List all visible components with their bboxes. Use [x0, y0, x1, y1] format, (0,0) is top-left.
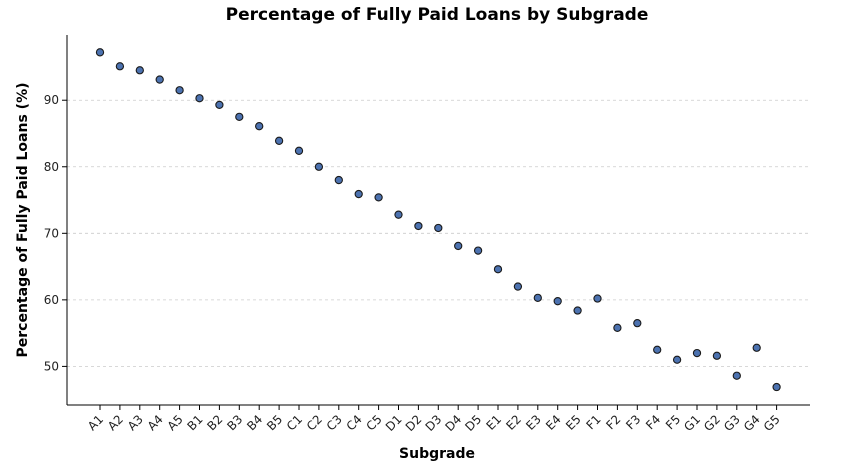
data-point — [633, 318, 642, 328]
x-tick-label: F4 — [643, 412, 663, 432]
x-tick-label: E2 — [503, 412, 524, 433]
x-tick-label: A4 — [145, 412, 166, 433]
data-points — [95, 48, 781, 392]
data-point — [274, 136, 284, 145]
x-tick-label: D1 — [383, 412, 405, 434]
data-point — [175, 86, 184, 95]
data-point — [473, 246, 483, 255]
data-point — [493, 265, 503, 274]
chart-title: Percentage of Fully Paid Loans by Subgra… — [226, 5, 649, 25]
data-point — [255, 122, 264, 131]
x-tick-label: G1 — [681, 412, 703, 434]
y-tick-label: 70 — [44, 226, 59, 240]
y-tick-label: 90 — [44, 93, 59, 107]
x-tick-label: E4 — [543, 412, 564, 433]
x-tick-label: G5 — [761, 412, 783, 434]
data-point — [414, 221, 423, 231]
data-point — [692, 348, 702, 358]
data-point — [135, 66, 144, 75]
data-point — [672, 355, 682, 364]
data-point — [573, 306, 582, 315]
data-point — [772, 382, 781, 392]
x-tick-label: A5 — [165, 412, 186, 433]
data-point — [732, 371, 741, 380]
x-tick-label: D5 — [462, 412, 484, 434]
data-point — [235, 112, 244, 122]
x-tick-label: C2 — [304, 412, 325, 433]
data-point — [593, 294, 602, 303]
x-tick-label: C3 — [324, 412, 345, 433]
x-tick-label: C1 — [284, 412, 305, 433]
x-tick-label: F3 — [623, 412, 643, 432]
data-point — [454, 241, 463, 251]
data-point — [533, 293, 542, 303]
data-point — [334, 175, 343, 185]
data-point — [215, 100, 224, 110]
y-tick-label: 80 — [44, 160, 59, 174]
x-tick-label: A2 — [105, 412, 126, 433]
data-point — [354, 189, 363, 199]
y-tick-label: 50 — [44, 359, 59, 373]
y-tick-label: 60 — [44, 293, 59, 307]
x-tick-label: C4 — [344, 412, 365, 433]
grid-lines — [67, 99, 810, 367]
x-tick-label: E5 — [563, 412, 584, 433]
data-point — [374, 193, 383, 202]
x-tick-label: B3 — [224, 412, 245, 433]
x-tick-label: E1 — [483, 412, 504, 433]
data-point — [752, 343, 761, 352]
x-tick-label: B1 — [184, 412, 205, 433]
x-tick-label: B4 — [244, 412, 265, 433]
x-tick-label: A1 — [85, 412, 106, 433]
data-point — [95, 48, 105, 57]
data-point — [434, 223, 443, 233]
data-point — [653, 345, 662, 354]
x-tick-label: F5 — [663, 412, 683, 432]
x-tick-label: B2 — [204, 412, 225, 433]
x-tick-label: G2 — [701, 412, 723, 434]
x-axis-label: Subgrade — [399, 446, 475, 462]
y-axis-label: Percentage of Fully Paid Loans (%) — [15, 83, 31, 358]
x-tick-label: D4 — [442, 412, 464, 434]
x-tick-label: C5 — [363, 412, 384, 433]
x-tick-label: G4 — [741, 412, 763, 434]
data-point — [553, 297, 562, 306]
data-point — [513, 282, 523, 291]
data-point — [394, 210, 403, 219]
x-tick-label: D3 — [423, 412, 445, 434]
data-point — [712, 351, 722, 360]
data-point — [314, 162, 324, 171]
x-tick-label: B5 — [264, 412, 285, 433]
x-tick-label: A3 — [125, 412, 146, 433]
x-tick-label: F1 — [583, 412, 603, 432]
x-tick-label: D2 — [403, 412, 425, 434]
data-point — [155, 75, 164, 84]
data-point — [294, 146, 304, 155]
data-point — [115, 62, 125, 71]
axes — [62, 35, 810, 410]
x-tick-label: G3 — [721, 412, 743, 434]
data-point — [613, 323, 622, 332]
x-tick-label: E3 — [523, 412, 544, 433]
data-point — [195, 94, 204, 103]
tick-labels: 50 60 70 80 90 A1A2A3A4A5B1B2B3B4B5C1C2C3C4C5… — [44, 93, 783, 434]
x-tick-label: F2 — [603, 412, 623, 432]
